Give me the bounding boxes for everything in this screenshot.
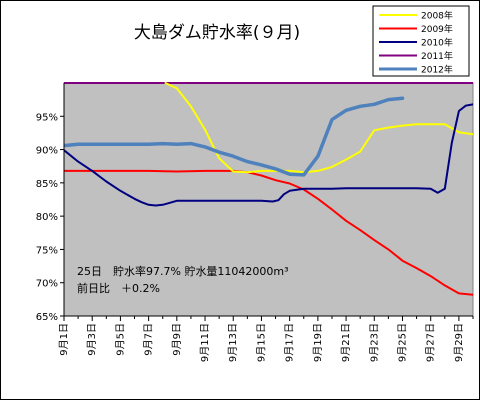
x-tick-label: 9月25日 xyxy=(396,323,408,362)
series-line-2012年 xyxy=(64,96,405,177)
x-tick-label: 9月23日 xyxy=(368,323,380,362)
x-tick-label: 9月19日 xyxy=(312,323,324,362)
x-tick-label: 9月21日 xyxy=(340,323,352,362)
y-tick-label: 75% xyxy=(36,245,58,256)
axis-layer: 65% 70% 75% 80% 85% 90% 95% 9月1日 9月3日 9月5日 9月7日 9月9… xyxy=(36,83,474,362)
y-tick-label: 80% xyxy=(36,212,58,223)
series-line-2009年 xyxy=(64,169,473,296)
x-tick-label: 9月5日 xyxy=(114,323,126,356)
legend-label: 2012年 xyxy=(421,64,453,76)
x-tick-label: 9月17日 xyxy=(284,323,296,362)
x-tick-label: 9月13日 xyxy=(227,323,239,362)
legend-label: 2011年 xyxy=(421,50,453,62)
series-line-2010年 xyxy=(64,103,473,207)
annotation-line-2: 前日比 ＋0.2% xyxy=(77,281,160,295)
chart-title: 大島ダム貯水率(９月) xyxy=(134,23,300,43)
series-layer xyxy=(64,82,473,296)
x-tick-label: 9月27日 xyxy=(425,323,437,362)
x-tick-label: 9月3日 xyxy=(86,323,98,356)
y-tick-label: 65% xyxy=(36,312,58,323)
x-tick-label: 9月29日 xyxy=(453,323,465,362)
y-tick-label: 70% xyxy=(36,279,58,290)
legend-label: 2008年 xyxy=(421,10,453,22)
x-tick-label: 9月15日 xyxy=(255,323,267,362)
x-tick-label: 9月11日 xyxy=(199,323,211,362)
x-tick-label: 9月1日 xyxy=(58,323,70,356)
annotation-line-1: 25日 貯水率97.7% 貯水量11042000m³ xyxy=(77,264,289,278)
y-tick-label: 85% xyxy=(36,179,58,190)
y-tick-label: 95% xyxy=(36,112,58,123)
plot-area xyxy=(63,82,474,317)
x-tick-label: 9月7日 xyxy=(143,323,155,356)
x-tick-label: 9月9日 xyxy=(171,323,183,356)
legend-label: 2009年 xyxy=(421,23,453,35)
y-tick-label: 90% xyxy=(36,146,58,157)
legend-label: 2010年 xyxy=(421,37,453,49)
